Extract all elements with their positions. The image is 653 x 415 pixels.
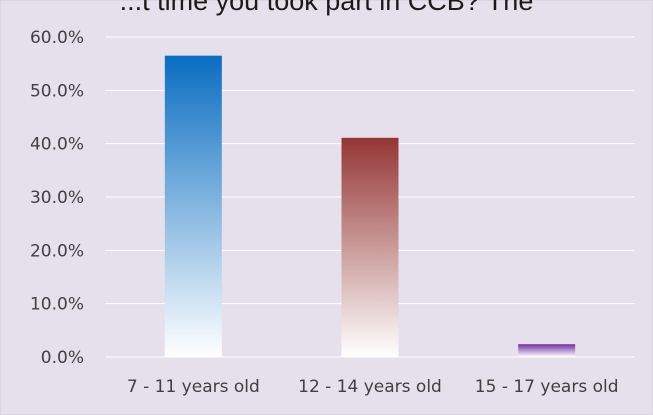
x-category-label: 7 - 11 years old bbox=[127, 377, 260, 397]
x-category-label: 12 - 14 years old bbox=[298, 377, 442, 397]
y-tick-label: 0.0% bbox=[41, 348, 84, 368]
y-axis-tick-labels: 0.0% 10.0% 20.0% 30.0% 40.0% 50.0% 60.0% bbox=[30, 28, 84, 368]
y-tick-label: 50.0% bbox=[30, 81, 84, 101]
x-category-label: 15 - 17 years old bbox=[475, 377, 619, 397]
chart-title: ...t time you took part in CCB? The bbox=[119, 0, 534, 16]
y-tick-label: 10.0% bbox=[30, 295, 84, 315]
y-tick-label: 60.0% bbox=[30, 28, 84, 48]
y-tick-label: 30.0% bbox=[30, 188, 84, 208]
bar-2 bbox=[341, 137, 399, 357]
bars bbox=[164, 55, 576, 358]
y-tick-label: 40.0% bbox=[30, 135, 84, 155]
bar-1 bbox=[164, 55, 222, 358]
x-axis-category-labels: 7 - 11 years old 12 - 14 years old 15 - 17… bbox=[127, 377, 619, 397]
y-tick-label: 20.0% bbox=[30, 241, 84, 261]
bar-3 bbox=[518, 344, 576, 357]
